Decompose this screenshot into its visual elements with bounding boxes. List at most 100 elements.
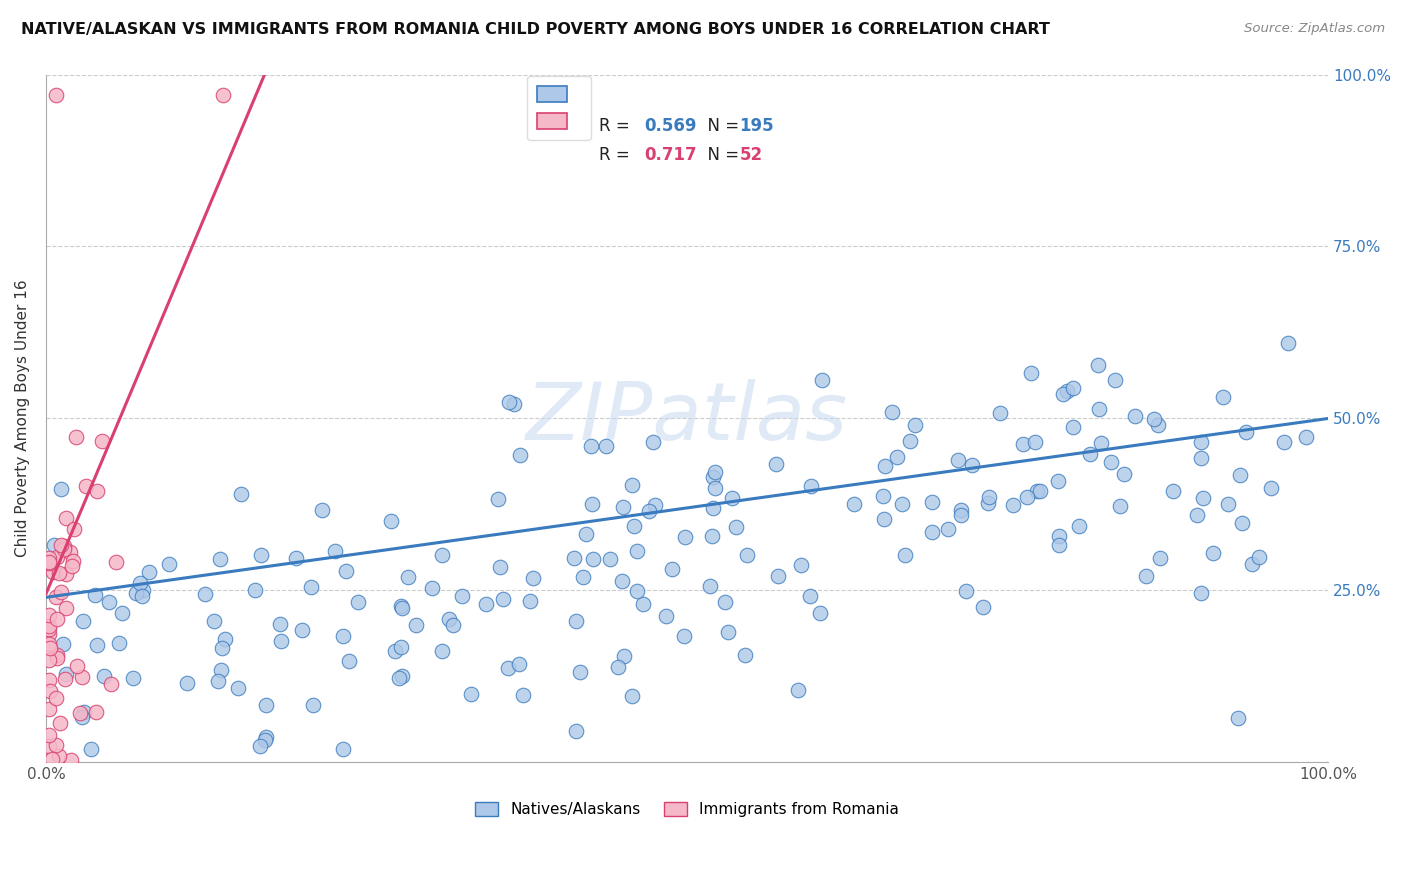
Point <box>699 578 721 592</box>
Point <box>231 487 253 501</box>
Point <box>55 600 77 615</box>
Point <box>1189 434 1212 449</box>
Point <box>1295 430 1317 444</box>
Point <box>75 478 97 492</box>
Point <box>194 587 217 601</box>
Point <box>51 585 73 599</box>
Point <box>41 752 63 766</box>
Point <box>51 482 73 496</box>
Point <box>384 644 406 658</box>
Point <box>1135 569 1157 583</box>
Point <box>1067 518 1090 533</box>
Point <box>1277 336 1299 351</box>
Point <box>673 530 696 544</box>
Point <box>207 673 229 688</box>
Point <box>1026 483 1049 498</box>
Point <box>904 418 927 433</box>
Point <box>243 583 266 598</box>
Point <box>492 592 515 607</box>
Point <box>873 512 896 526</box>
Point <box>437 612 460 626</box>
Text: 0.717: 0.717 <box>644 146 696 164</box>
Point <box>498 395 520 409</box>
Point <box>62 558 84 573</box>
Point <box>211 640 233 655</box>
Point <box>108 636 131 650</box>
Text: NATIVE/ALASKAN VS IMMIGRANTS FROM ROMANIA CHILD POVERTY AMONG BOYS UNDER 16 CORR: NATIVE/ALASKAN VS IMMIGRANTS FROM ROMANI… <box>21 22 1050 37</box>
Point <box>765 458 787 472</box>
Text: R =: R = <box>599 146 636 164</box>
Point <box>1112 467 1135 482</box>
Point <box>565 614 588 628</box>
Point <box>42 566 65 580</box>
Point <box>1189 450 1212 465</box>
Point <box>1249 549 1271 564</box>
Point <box>38 608 60 623</box>
Point <box>121 671 143 685</box>
Point <box>105 555 128 569</box>
Point <box>575 527 598 541</box>
Point <box>717 625 740 640</box>
Point <box>84 588 107 602</box>
Point <box>955 584 977 599</box>
Point <box>921 495 943 509</box>
Point <box>325 543 347 558</box>
Point <box>53 542 76 557</box>
Point <box>1099 455 1122 469</box>
Point <box>93 669 115 683</box>
Point <box>1260 481 1282 495</box>
Point <box>672 629 695 643</box>
Point <box>212 88 235 103</box>
Point <box>253 733 276 747</box>
Point <box>202 614 225 628</box>
Point <box>100 677 122 691</box>
Point <box>38 702 60 716</box>
Text: Source: ZipAtlas.com: Source: ZipAtlas.com <box>1244 22 1385 36</box>
Point <box>38 555 60 569</box>
Point <box>972 600 994 615</box>
Point <box>702 470 724 484</box>
Point <box>39 640 62 655</box>
Point <box>1087 359 1109 373</box>
Point <box>512 688 534 702</box>
Point <box>872 489 894 503</box>
Point <box>1201 546 1223 560</box>
Point <box>1047 474 1070 488</box>
Point <box>787 682 810 697</box>
Point <box>38 627 60 641</box>
Point <box>38 619 60 633</box>
Point <box>882 405 904 419</box>
Point <box>1047 538 1070 552</box>
Point <box>988 406 1011 420</box>
Point <box>86 638 108 652</box>
Point <box>38 637 60 651</box>
Point <box>46 650 69 665</box>
Point <box>70 670 93 684</box>
Point <box>52 637 75 651</box>
Point <box>486 492 509 507</box>
Point <box>405 618 427 632</box>
Point <box>799 589 821 603</box>
Text: 195: 195 <box>740 117 775 135</box>
Point <box>936 522 959 536</box>
Point <box>579 440 602 454</box>
Point <box>209 663 232 677</box>
Point <box>250 548 273 562</box>
Point <box>623 519 645 533</box>
Point <box>45 738 67 752</box>
Text: R =: R = <box>599 117 636 135</box>
Point <box>214 632 236 647</box>
Point <box>768 569 790 583</box>
Point <box>489 560 512 574</box>
Point <box>1191 491 1213 505</box>
Point <box>800 479 823 493</box>
Point <box>441 618 464 632</box>
Point <box>644 498 666 512</box>
Point <box>1001 498 1024 512</box>
Point <box>311 502 333 516</box>
Point <box>1143 412 1166 426</box>
Point <box>391 600 413 615</box>
Point <box>1212 390 1234 404</box>
Point <box>124 586 146 600</box>
Point <box>1161 483 1184 498</box>
